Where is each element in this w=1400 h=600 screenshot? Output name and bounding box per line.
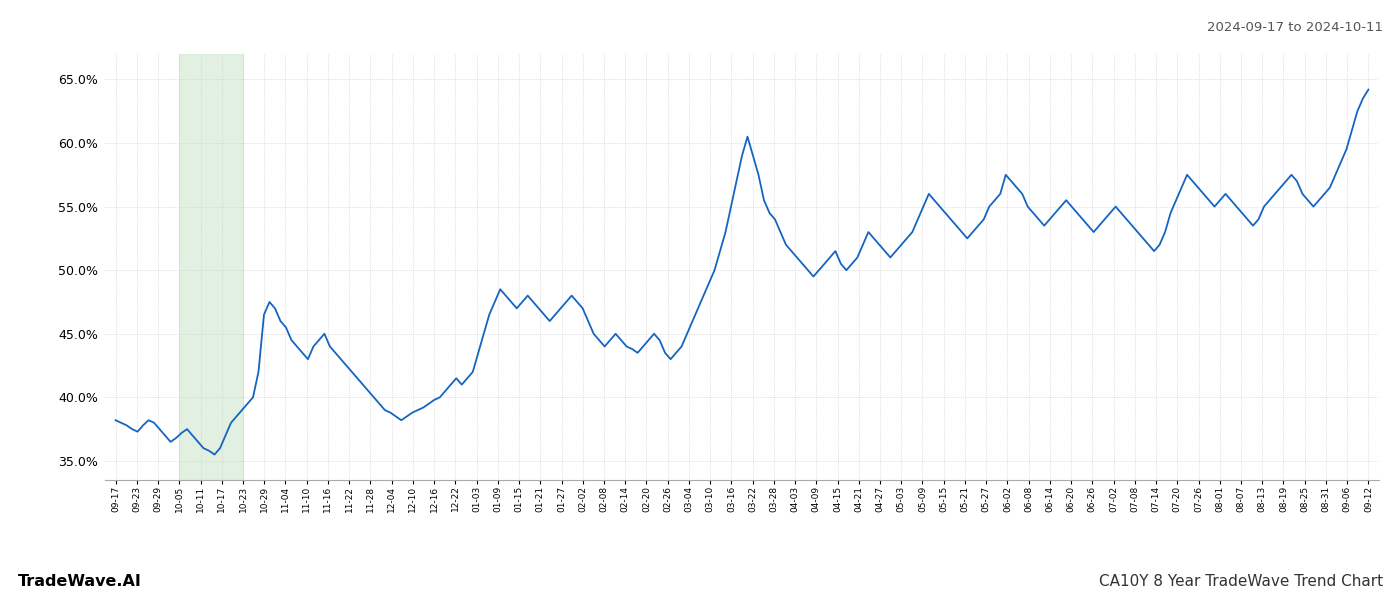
Text: CA10Y 8 Year TradeWave Trend Chart: CA10Y 8 Year TradeWave Trend Chart — [1099, 574, 1383, 589]
Text: 2024-09-17 to 2024-10-11: 2024-09-17 to 2024-10-11 — [1207, 21, 1383, 34]
Text: TradeWave.AI: TradeWave.AI — [18, 574, 141, 589]
Bar — [179, 54, 244, 480]
